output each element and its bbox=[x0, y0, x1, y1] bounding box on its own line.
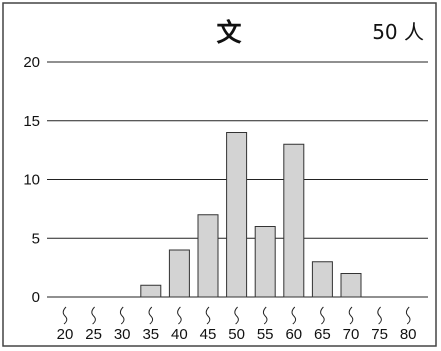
sample-count-label: 50 人 bbox=[372, 20, 424, 44]
axis-break-mark bbox=[91, 306, 96, 325]
axis-break-mark bbox=[234, 306, 239, 325]
y-tick-label: 20 bbox=[23, 54, 40, 71]
bar-60 bbox=[283, 143, 305, 298]
bar-70 bbox=[340, 273, 362, 298]
axis-break-mark bbox=[62, 306, 68, 325]
y-tick-label: 15 bbox=[23, 113, 40, 130]
axis-break-mark bbox=[205, 306, 211, 325]
axis-break-mark bbox=[405, 306, 411, 325]
axis-break-mark bbox=[291, 306, 297, 325]
axis-break-mark bbox=[320, 306, 325, 325]
y-axis-tick-labels: 0 5 10 15 20 bbox=[23, 54, 40, 306]
x-tick-label: 25 bbox=[85, 326, 102, 343]
bars bbox=[140, 132, 362, 298]
x-tick-label: 65 bbox=[314, 326, 331, 343]
bar-40 bbox=[168, 249, 190, 298]
bar-55 bbox=[254, 226, 276, 298]
chart-frame bbox=[2, 2, 437, 347]
x-tick-label: 30 bbox=[114, 326, 131, 343]
axis-break-mark bbox=[119, 306, 125, 325]
axis-break-mark bbox=[177, 306, 182, 325]
axis-break-mark bbox=[148, 306, 154, 325]
axis-break-mark bbox=[262, 306, 268, 325]
x-tick-label: 80 bbox=[400, 326, 417, 343]
x-axis-tick-labels: 20 25 30 35 40 45 50 55 60 65 70 75 80 bbox=[57, 326, 417, 343]
x-tick-label: 35 bbox=[142, 326, 159, 343]
x-tick-label: 60 bbox=[285, 326, 302, 343]
bar-50 bbox=[226, 132, 248, 298]
y-tick-label: 10 bbox=[23, 172, 40, 189]
bar-35 bbox=[140, 284, 162, 298]
x-tick-label: 20 bbox=[57, 326, 74, 343]
axis-break-mark bbox=[348, 306, 354, 325]
x-tick-label: 40 bbox=[171, 326, 188, 343]
x-tick-label: 55 bbox=[257, 326, 274, 343]
y-tick-label: 0 bbox=[32, 289, 40, 306]
chart-title: 文 bbox=[216, 18, 242, 47]
x-tick-label: 75 bbox=[371, 326, 388, 343]
y-tick-label: 5 bbox=[32, 230, 40, 247]
x-tick-label: 70 bbox=[343, 326, 360, 343]
bar-45 bbox=[197, 214, 219, 298]
axis-break-mark bbox=[377, 306, 382, 325]
axis-break-marks bbox=[62, 306, 411, 325]
bar-65 bbox=[311, 261, 333, 298]
x-tick-label: 50 bbox=[228, 326, 245, 343]
x-tick-label: 45 bbox=[200, 326, 217, 343]
